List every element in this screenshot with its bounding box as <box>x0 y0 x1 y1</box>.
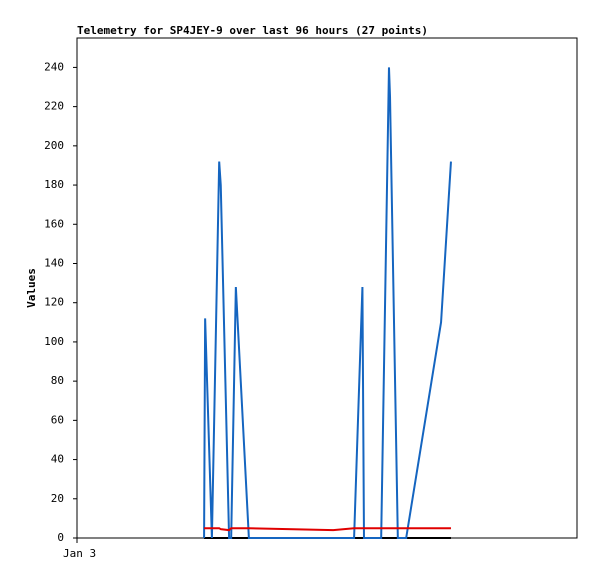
y-tick-label: 20 <box>51 492 64 505</box>
y-tick-label: 100 <box>44 335 64 348</box>
y-tick-label: 120 <box>44 296 64 309</box>
y-axis-label: Values <box>25 268 38 308</box>
y-tick-label: 80 <box>51 374 64 387</box>
y-tick-label: 40 <box>51 453 64 466</box>
series-line <box>204 527 451 532</box>
y-tick-label: 140 <box>44 256 64 269</box>
y-tick-label: 0 <box>57 531 64 544</box>
x-tick-label: Jan 3 <box>63 547 96 560</box>
y-tick-label: 160 <box>44 217 64 230</box>
y-tick-label: 220 <box>44 100 64 113</box>
y-tick-label: 180 <box>44 178 64 191</box>
y-tick-label: 200 <box>44 139 64 152</box>
y-tick-label: 240 <box>44 60 64 73</box>
y-tick-label: 60 <box>51 413 64 426</box>
chart-title: Telemetry for SP4JEY-9 over last 96 hour… <box>77 24 428 37</box>
series-line <box>203 67 452 539</box>
